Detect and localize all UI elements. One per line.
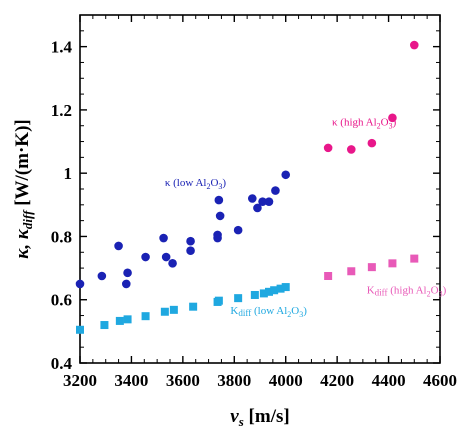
x-tick-label: 3800 <box>217 371 251 390</box>
y-tick-label: 1 <box>64 164 73 183</box>
y-tick-label: 1.2 <box>51 101 72 120</box>
data-point <box>97 271 107 281</box>
data-point <box>213 230 222 240</box>
x-axis-title: vs [m/s] <box>230 406 289 429</box>
data-point <box>233 225 243 235</box>
data-point <box>347 267 356 276</box>
data-point <box>276 284 285 293</box>
x-tick-label: 4400 <box>372 371 406 390</box>
data-point <box>115 316 124 325</box>
axis-ticks <box>79 14 441 364</box>
y-tick-label: 0.4 <box>51 354 73 373</box>
series-label: κ (low Al2O3) <box>165 177 227 191</box>
data-point <box>160 307 169 316</box>
data-point <box>214 195 224 205</box>
x-tick-label: 4000 <box>269 371 303 390</box>
data-point <box>388 259 397 268</box>
data-point <box>121 279 131 289</box>
series-3 <box>324 254 419 280</box>
data-point <box>281 283 290 292</box>
y-tick-label: 0.8 <box>51 227 72 246</box>
x-tick-label: 3400 <box>114 371 148 390</box>
data-point <box>169 305 178 314</box>
data-point <box>253 203 262 213</box>
data-point <box>250 290 259 299</box>
data-point <box>259 289 268 298</box>
data-point <box>281 170 291 180</box>
series-label: Kdiff (high Al2O3) <box>367 284 447 298</box>
data-point <box>123 268 132 278</box>
x-tick-label: 4200 <box>320 371 354 390</box>
x-tick-label: 3200 <box>63 371 97 390</box>
series-label: Kdiff (low Al2O3) <box>230 305 307 319</box>
series-2 <box>76 283 290 334</box>
data-point <box>141 312 150 321</box>
data-point <box>264 197 274 206</box>
data-point <box>367 138 377 148</box>
data-point <box>234 294 243 303</box>
data-point <box>214 296 223 305</box>
data-point <box>75 279 85 289</box>
data-point <box>186 246 195 255</box>
data-point <box>270 286 279 295</box>
y-axis-title: κ, κdiff [W/(m·K)] <box>12 119 35 258</box>
series-1 <box>323 40 419 154</box>
x-tick-label: 3600 <box>166 371 200 390</box>
axis-tick-labels: 3200 3400 3600 3800 4000 4200 4400 4600 0.4 0.6 0.… <box>51 38 457 390</box>
data-point <box>271 186 280 195</box>
data-point <box>410 254 419 263</box>
y-tick-label: 1.4 <box>51 38 73 57</box>
data-point <box>186 236 195 246</box>
data-point <box>265 287 273 296</box>
data-point <box>324 272 333 280</box>
data-point <box>76 325 84 334</box>
data-point <box>114 241 123 251</box>
series-0 <box>75 170 291 289</box>
data-point <box>323 143 333 153</box>
data-marks <box>75 40 419 334</box>
data-point <box>123 315 132 324</box>
data-point <box>159 233 168 243</box>
data-point <box>141 252 150 262</box>
data-point <box>346 145 356 154</box>
x-tick-label: 4600 <box>423 371 457 390</box>
data-point <box>100 321 109 330</box>
data-point <box>189 302 198 311</box>
data-point <box>215 211 225 221</box>
series-label: κ (high Al2O3) <box>332 117 397 131</box>
data-point <box>247 194 257 203</box>
data-point <box>168 259 177 268</box>
data-point <box>258 197 267 206</box>
data-point <box>367 263 376 272</box>
data-point <box>388 113 397 123</box>
data-point <box>161 252 171 262</box>
series-labels: κ (low Al2O3) κ (high Al2O3) Kdiff (low Al… <box>165 117 447 319</box>
y-tick-label: 0.6 <box>51 291 72 310</box>
data-point <box>409 40 419 50</box>
